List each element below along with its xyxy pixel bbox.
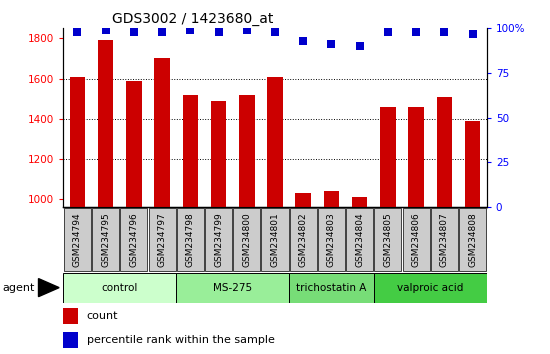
FancyBboxPatch shape	[177, 209, 204, 271]
Text: GSM234798: GSM234798	[186, 212, 195, 267]
Text: percentile rank within the sample: percentile rank within the sample	[86, 335, 274, 346]
Point	[327, 41, 336, 47]
Bar	[465, 121, 480, 207]
Text: GSM234795: GSM234795	[101, 212, 110, 267]
FancyBboxPatch shape	[459, 209, 486, 271]
FancyBboxPatch shape	[64, 209, 91, 271]
Bar	[380, 107, 395, 207]
Point	[186, 27, 195, 33]
Text: MS-275: MS-275	[213, 282, 252, 293]
FancyBboxPatch shape	[403, 209, 430, 271]
FancyBboxPatch shape	[318, 209, 345, 271]
Bar	[211, 101, 226, 207]
FancyBboxPatch shape	[120, 209, 147, 271]
Text: agent: agent	[3, 282, 35, 293]
Text: GSM234796: GSM234796	[129, 212, 139, 267]
Text: GSM234808: GSM234808	[468, 212, 477, 267]
Text: GSM234797: GSM234797	[157, 212, 167, 267]
Text: GSM234803: GSM234803	[327, 212, 336, 267]
Point	[383, 29, 392, 35]
Text: count: count	[86, 311, 118, 321]
Point	[158, 29, 167, 35]
Point	[468, 31, 477, 36]
Bar	[155, 58, 170, 207]
Bar	[239, 95, 255, 207]
Polygon shape	[39, 279, 59, 297]
Text: GSM234799: GSM234799	[214, 212, 223, 267]
FancyBboxPatch shape	[176, 273, 289, 303]
Point	[73, 29, 82, 35]
Bar	[70, 76, 85, 207]
Point	[243, 27, 251, 33]
Text: GDS3002 / 1423680_at: GDS3002 / 1423680_at	[112, 12, 273, 27]
Text: GSM234801: GSM234801	[271, 212, 279, 267]
Point	[440, 29, 449, 35]
Bar	[63, 332, 78, 348]
Bar	[409, 107, 424, 207]
Point	[129, 29, 138, 35]
Bar	[98, 40, 113, 207]
Bar	[295, 193, 311, 207]
Point	[101, 27, 110, 33]
Text: trichostatin A: trichostatin A	[296, 282, 367, 293]
FancyBboxPatch shape	[346, 209, 373, 271]
Text: GSM234800: GSM234800	[242, 212, 251, 267]
Text: control: control	[102, 282, 138, 293]
FancyBboxPatch shape	[92, 209, 119, 271]
Point	[299, 38, 307, 44]
Text: GSM234794: GSM234794	[73, 212, 82, 267]
Text: valproic acid: valproic acid	[397, 282, 464, 293]
Text: GSM234806: GSM234806	[411, 212, 421, 267]
FancyBboxPatch shape	[375, 209, 402, 271]
Bar	[437, 97, 452, 207]
Bar	[183, 95, 198, 207]
FancyBboxPatch shape	[374, 273, 487, 303]
Bar	[352, 197, 367, 207]
FancyBboxPatch shape	[431, 209, 458, 271]
FancyBboxPatch shape	[205, 209, 232, 271]
Text: GSM234805: GSM234805	[383, 212, 393, 267]
Bar	[126, 81, 141, 207]
FancyBboxPatch shape	[63, 273, 176, 303]
Bar	[63, 308, 78, 324]
Text: GSM234804: GSM234804	[355, 212, 364, 267]
Point	[355, 44, 364, 49]
Text: GSM234807: GSM234807	[440, 212, 449, 267]
Point	[412, 29, 421, 35]
FancyBboxPatch shape	[233, 209, 260, 271]
Bar	[267, 76, 283, 207]
Bar	[324, 191, 339, 207]
FancyBboxPatch shape	[290, 209, 317, 271]
FancyBboxPatch shape	[261, 209, 289, 271]
Text: GSM234802: GSM234802	[299, 212, 308, 267]
FancyBboxPatch shape	[289, 273, 374, 303]
Point	[214, 29, 223, 35]
Point	[271, 29, 279, 35]
FancyBboxPatch shape	[148, 209, 175, 271]
